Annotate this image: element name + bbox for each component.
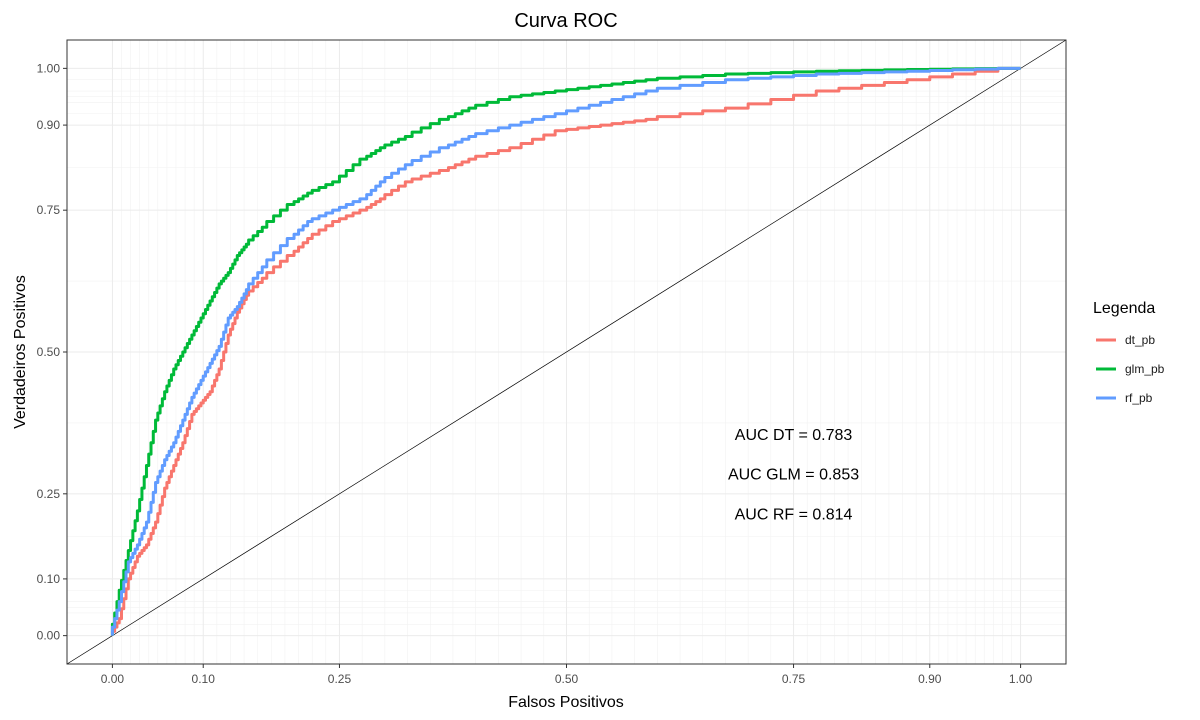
x-tick-label: 0.75	[782, 672, 806, 686]
y-tick-label: 0.10	[37, 572, 61, 586]
series-lines	[110, 66, 1021, 636]
legend-label-rf_pb: rf_pb	[1125, 391, 1153, 405]
legend-label-dt_pb: dt_pb	[1125, 333, 1155, 347]
series-line-glm_pb	[110, 66, 1021, 636]
y-tick-label: 0.25	[37, 487, 61, 501]
auc-annotations: AUC DT = 0.783 AUC GLM = 0.853 AUC RF = 0.…	[728, 427, 859, 523]
x-tick-label: 0.10	[192, 672, 216, 686]
legend: Legenda dt_pb glm_pb rf_pb	[1093, 300, 1165, 405]
auc-annotation: AUC GLM = 0.853	[728, 467, 859, 484]
y-axis-label: Verdadeiros Positivos	[12, 275, 29, 429]
chart-title: Curva ROC	[514, 10, 617, 32]
x-axis-label: Falsos Positivos	[508, 694, 624, 711]
x-tick-label: 1.00	[1009, 672, 1033, 686]
grid	[67, 40, 1066, 664]
x-tick-label: 0.50	[555, 672, 579, 686]
x-tick-label: 0.90	[918, 672, 942, 686]
y-tick-label: 0.75	[37, 203, 61, 217]
x-axis: 0.00 0.10 0.25 0.50 0.75 0.90 1.00	[101, 664, 1033, 686]
y-tick-label: 1.00	[37, 61, 61, 75]
y-tick-label: 0.00	[37, 629, 61, 643]
reference-line	[66, 39, 1067, 665]
x-tick-label: 0.00	[101, 672, 125, 686]
legend-title: Legenda	[1093, 300, 1155, 317]
series-line-dt_pb	[110, 66, 1021, 636]
legend-label-glm_pb: glm_pb	[1125, 362, 1165, 376]
auc-annotation: AUC DT = 0.783	[735, 427, 853, 444]
y-tick-label: 0.50	[37, 345, 61, 359]
series-line-rf_pb	[110, 66, 1021, 636]
y-axis: 0.00 0.10 0.25 0.50 0.75 0.90 1.00	[37, 61, 67, 643]
auc-annotation: AUC RF = 0.814	[735, 506, 853, 523]
reference-diagonal	[66, 39, 1067, 665]
x-tick-label: 0.25	[328, 672, 352, 686]
y-tick-label: 0.90	[37, 118, 61, 132]
